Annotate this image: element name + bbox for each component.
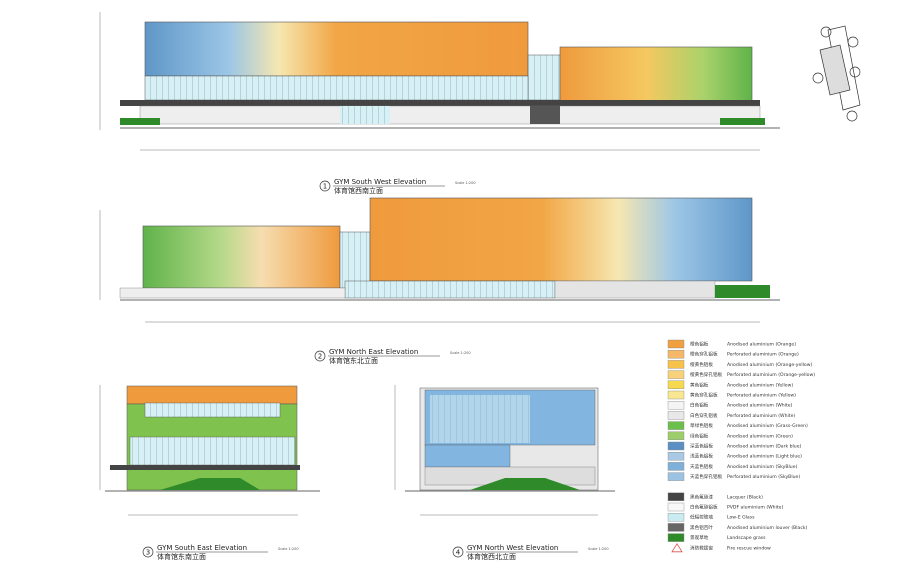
legend-label-zh: 黑色氟碳漆: [690, 493, 713, 500]
legend-label-zh: 浅蓝色铝板: [690, 453, 713, 460]
legend-label-en: Anodised aluminium (Orange-yellow): [727, 362, 812, 368]
legend-label-zh: 黄色铝板: [690, 381, 709, 388]
legend-swatch: [667, 462, 685, 471]
legend-label-en: Landscape grass: [727, 535, 766, 541]
legend-swatch: [667, 411, 685, 420]
legend-label-en: Anodised aluminium (Orange): [727, 342, 796, 348]
drawing-subtitle: 体育馆东南立面: [157, 552, 206, 561]
drawing-title: GYM North East Elevation: [329, 348, 418, 356]
legend-swatch: [667, 350, 685, 359]
legend-label-en: Fire rescue window: [727, 545, 771, 551]
legend-swatch: [671, 543, 683, 553]
elevation-2: [99, 197, 780, 323]
legend-label-en: Anodised aluminium (White): [727, 403, 793, 409]
drawing-subtitle: 体育馆东北立面: [329, 356, 378, 365]
legend-label-zh: 天蓝色铝板: [690, 463, 713, 470]
legend-label-en: Perforated aluminium (Yellow): [727, 393, 796, 399]
legend-swatch: [667, 339, 685, 349]
legend-swatch: [667, 380, 685, 389]
legend-swatch: [667, 492, 685, 501]
drawing-number-circle: [142, 546, 154, 558]
legend-swatch: [667, 421, 685, 430]
legend-label-en: Low-E Glass: [727, 515, 755, 521]
drawing-number: 4: [456, 549, 461, 557]
legend: 橙色铝板 Anodised aluminium (Orange) 橙色穿孔铝板 Per…: [667, 339, 815, 553]
drawing-title: GYM North West Elevation: [467, 544, 558, 552]
legend-swatch: [667, 360, 685, 369]
legend-label-zh: 景观草地: [690, 534, 709, 541]
drawing-title: GYM South West Elevation: [334, 178, 426, 186]
legend-label-zh: 低辐射玻璃: [690, 514, 713, 521]
legend-label-en: Perforated aluminium (White): [727, 413, 795, 419]
legend-label-zh: 白色铝板: [690, 402, 709, 409]
legend-label-en: Anodised aluminium (Green): [727, 433, 793, 439]
drawing-subtitle: 体育馆西南立面: [334, 186, 383, 195]
drawing-subtitle: 体育馆西北立面: [467, 552, 516, 561]
legend-swatch: [667, 502, 685, 512]
drawing-scale: Scale 1:200: [450, 351, 471, 355]
legend-swatch: [667, 390, 685, 400]
legend-label-en: Lacquer (Black): [727, 494, 763, 500]
legend-label-en: Anodised aluminium (Light blue): [727, 454, 802, 460]
drawing-number-circle: [452, 546, 464, 558]
legend-swatch: [667, 370, 685, 379]
legend-label-zh: 消防救援窗: [690, 544, 713, 551]
drawing-title: GYM South East Elevation: [157, 544, 247, 552]
legend-label-zh: 绿色铝板: [690, 432, 709, 439]
elevation-3: [99, 385, 320, 516]
legend-swatch: [667, 452, 685, 461]
elevation-1: [99, 12, 780, 151]
legend-swatch: [667, 472, 685, 481]
legend-label-zh: 橙色铝板: [690, 341, 709, 348]
elevation-4: [394, 385, 615, 516]
drawing-scale: Scale 1:200: [588, 547, 609, 551]
legend-label-zh: 天蓝色穿孔铝板: [690, 473, 723, 480]
legend-label-en: Anodised aluminium (Yellow): [727, 382, 793, 388]
legend-label-en: Perforated aluminium (Orange-yellow): [727, 372, 815, 378]
legend-label-en: Anodised aluminium (Grass-Green): [727, 423, 808, 429]
legend-label-en: Perforated aluminium (Orange): [727, 352, 799, 358]
legend-label-zh: 草绿色铝板: [690, 422, 713, 429]
legend-label-zh: 白色穿孔铝板: [690, 412, 718, 419]
legend-swatch: [667, 431, 685, 440]
drawing-scale: Scale 1:200: [455, 181, 476, 185]
legend-label-en: Anodised aluminium (SkyBlue): [727, 464, 798, 470]
legend-swatch: [667, 513, 685, 522]
legend-label-zh: 黄色穿孔铝板: [690, 392, 718, 399]
legend-label-zh: 橙色穿孔铝板: [690, 351, 718, 358]
legend-label-en: PVDF aluminium (White): [727, 505, 783, 511]
drawing-number: 1: [323, 183, 327, 191]
legend-swatch: [667, 533, 685, 542]
legend-label-zh: 橙黄色铝板: [690, 361, 713, 368]
legend-label-en: Perforated aluminium (SkyBlue): [727, 474, 800, 480]
legend-swatch: [667, 523, 685, 532]
drawing-number-circle: [314, 350, 326, 362]
legend-label-en: Anodised aluminium louver (Black): [727, 525, 808, 531]
legend-label-zh: 黑色铝百叶: [690, 524, 713, 531]
drawing-number-circle: [319, 180, 331, 192]
key-plan: [812, 25, 861, 122]
legend-label-zh: 深蓝色铝板: [690, 443, 713, 450]
drawing-number: 2: [318, 353, 322, 361]
legend-swatch: [667, 401, 685, 410]
drawing-scale: Scale 1:200: [278, 547, 299, 551]
legend-label-zh: 白色氟碳铝板: [690, 504, 718, 511]
drawing-number: 3: [146, 549, 150, 557]
legend-label-en: Anodised aluminium (Dark blue): [727, 444, 802, 450]
legend-label-zh: 橙黄色穿孔铝板: [690, 371, 723, 378]
legend-swatch: [667, 441, 685, 451]
